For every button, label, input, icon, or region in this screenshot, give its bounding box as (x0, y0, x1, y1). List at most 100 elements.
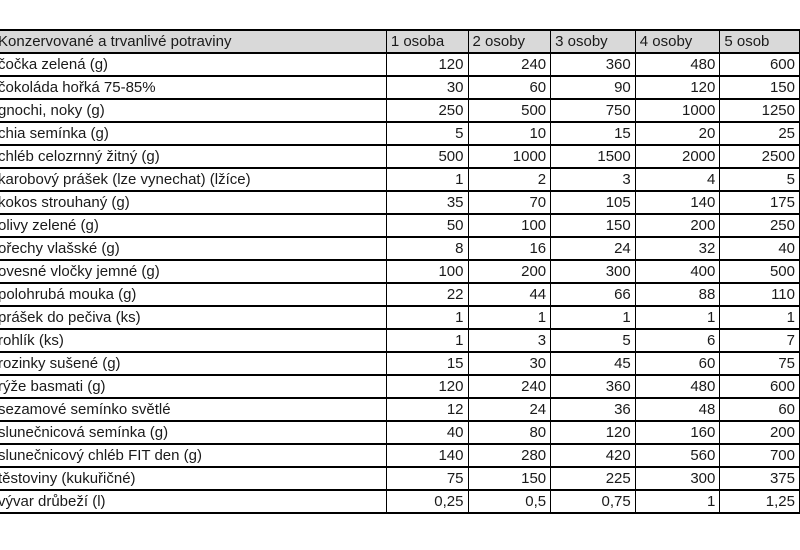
quantity-cell: 100 (385, 259, 469, 284)
quantity-cell: 1 (385, 328, 469, 353)
quantity-cell: 160 (634, 420, 721, 445)
quantity-cell: 200 (634, 213, 721, 238)
food-item-label: těstoviny (kukuřičné) (0, 466, 387, 491)
quantity-cell: 1500 (550, 144, 636, 169)
food-item-label: polohrubá mouka (g) (0, 282, 387, 307)
quantity-cell: 480 (634, 374, 721, 399)
quantity-cell: 60 (719, 397, 800, 422)
food-item-label: ovesné vločky jemné (g) (0, 259, 387, 284)
table-row: chia semínka (g) 5 10 15 20 25 (0, 121, 800, 146)
food-item-label: slunečnicový chléb FIT den (g) (0, 443, 387, 468)
food-item-label: sezamové semínko světlé (0, 397, 387, 422)
quantity-cell: 75 (385, 466, 469, 491)
food-item-label: rýže basmati (g) (0, 374, 387, 399)
quantity-cell: 20 (634, 121, 721, 146)
quantity-cell: 2000 (634, 144, 721, 169)
quantity-cell: 1 (385, 167, 469, 192)
table-row: slunečnicový chléb FIT den (g) 140 280 420 5… (0, 443, 800, 468)
table-row: čokoláda hořká 75-85% 30 60 90 120 150 (0, 75, 800, 100)
quantity-cell: 15 (550, 121, 636, 146)
food-item-label: kokos strouhaný (g) (0, 190, 387, 215)
quantity-cell: 60 (467, 75, 552, 100)
quantity-cell: 35 (385, 190, 469, 215)
quantity-cell: 360 (550, 52, 636, 77)
quantity-cell: 7 (719, 328, 800, 353)
header-2-persons: 2 osoby (467, 29, 552, 54)
quantity-cell: 360 (550, 374, 636, 399)
quantity-cell: 70 (467, 190, 552, 215)
quantity-cell: 1 (634, 489, 721, 514)
food-item-label: čokoláda hořká 75-85% (0, 75, 387, 100)
quantity-cell: 36 (550, 397, 636, 422)
quantity-cell: 120 (385, 52, 469, 77)
quantity-cell: 66 (550, 282, 636, 307)
quantity-cell: 1000 (467, 144, 552, 169)
quantity-cell: 4 (634, 167, 721, 192)
quantity-cell: 120 (550, 420, 636, 445)
header-3-persons: 3 osoby (550, 29, 636, 54)
quantity-cell: 300 (634, 466, 721, 491)
quantity-cell: 1 (467, 305, 552, 330)
food-item-label: prášek do pečiva (ks) (0, 305, 387, 330)
quantity-cell: 500 (385, 144, 469, 169)
table-row: rýže basmati (g) 120 240 360 480 600 (0, 374, 800, 399)
quantity-cell: 150 (467, 466, 552, 491)
quantity-cell: 750 (550, 98, 636, 123)
quantity-cell: 0,5 (467, 489, 552, 514)
quantity-cell: 88 (634, 282, 721, 307)
food-item-label: rozinky sušené (g) (0, 351, 387, 376)
quantity-cell: 1,25 (719, 489, 800, 514)
quantity-cell: 25 (719, 121, 800, 146)
quantity-cell: 90 (550, 75, 636, 100)
quantity-cell: 0,25 (385, 489, 469, 514)
quantity-cell: 1 (385, 305, 469, 330)
quantity-cell: 12 (385, 397, 469, 422)
table-row: kokos strouhaný (g) 35 70 105 140 175 (0, 190, 800, 215)
quantity-cell: 1250 (719, 98, 800, 123)
table-row: olivy zelené (g) 50 100 150 200 250 (0, 213, 800, 238)
food-item-label: gnochi, noky (g) (0, 98, 387, 123)
quantity-cell: 1 (550, 305, 636, 330)
quantity-cell: 600 (719, 52, 800, 77)
header-1-person: 1 osoba (385, 29, 469, 54)
quantity-cell: 2500 (719, 144, 800, 169)
quantity-cell: 22 (385, 282, 469, 307)
quantity-cell: 16 (467, 236, 552, 261)
table-row: polohrubá mouka (g) 22 44 66 88 110 (0, 282, 800, 307)
quantity-cell: 30 (467, 351, 552, 376)
quantity-cell: 500 (467, 98, 552, 123)
quantity-cell: 2 (467, 167, 552, 192)
quantity-cell: 6 (634, 328, 721, 353)
table-row: ovesné vločky jemné (g) 100 200 300 400 500 (0, 259, 800, 284)
quantity-cell: 105 (550, 190, 636, 215)
quantity-cell: 24 (467, 397, 552, 422)
quantity-cell: 560 (634, 443, 721, 468)
header-5-persons: 5 osob (719, 29, 800, 54)
quantity-cell: 44 (467, 282, 552, 307)
quantity-cell: 500 (719, 259, 800, 284)
quantity-cell: 3 (550, 167, 636, 192)
food-item-label: olivy zelené (g) (0, 213, 387, 238)
quantity-cell: 100 (467, 213, 552, 238)
quantity-cell: 50 (385, 213, 469, 238)
food-item-label: chia semínka (g) (0, 121, 387, 146)
food-item-label: vývar drůbeží (l) (0, 489, 387, 514)
table-row: slunečnicová semínka (g) 40 80 120 160 200 (0, 420, 800, 445)
quantity-cell: 480 (634, 52, 721, 77)
quantity-cell: 5 (385, 121, 469, 146)
table-body: čočka zelená (g) 120 240 360 480 600 čokoláda … (0, 52, 800, 514)
quantity-cell: 600 (719, 374, 800, 399)
quantity-cell: 250 (385, 98, 469, 123)
table-row: ořechy vlašské (g) 8 16 24 32 40 (0, 236, 800, 261)
quantity-cell: 375 (719, 466, 800, 491)
table-row: gnochi, noky (g) 250 500 750 1000 1250 (0, 98, 800, 123)
quantity-cell: 400 (634, 259, 721, 284)
food-item-label: karobový prášek (lze vynechat) (lžíce) (0, 167, 387, 192)
quantity-cell: 150 (719, 75, 800, 100)
quantity-cell: 140 (634, 190, 721, 215)
food-item-label: chléb celozrnný žitný (g) (0, 144, 387, 169)
table-row: vývar drůbeží (l) 0,25 0,5 0,75 1 1,25 (0, 489, 800, 514)
quantity-cell: 75 (719, 351, 800, 376)
quantity-cell: 15 (385, 351, 469, 376)
quantity-cell: 30 (385, 75, 469, 100)
